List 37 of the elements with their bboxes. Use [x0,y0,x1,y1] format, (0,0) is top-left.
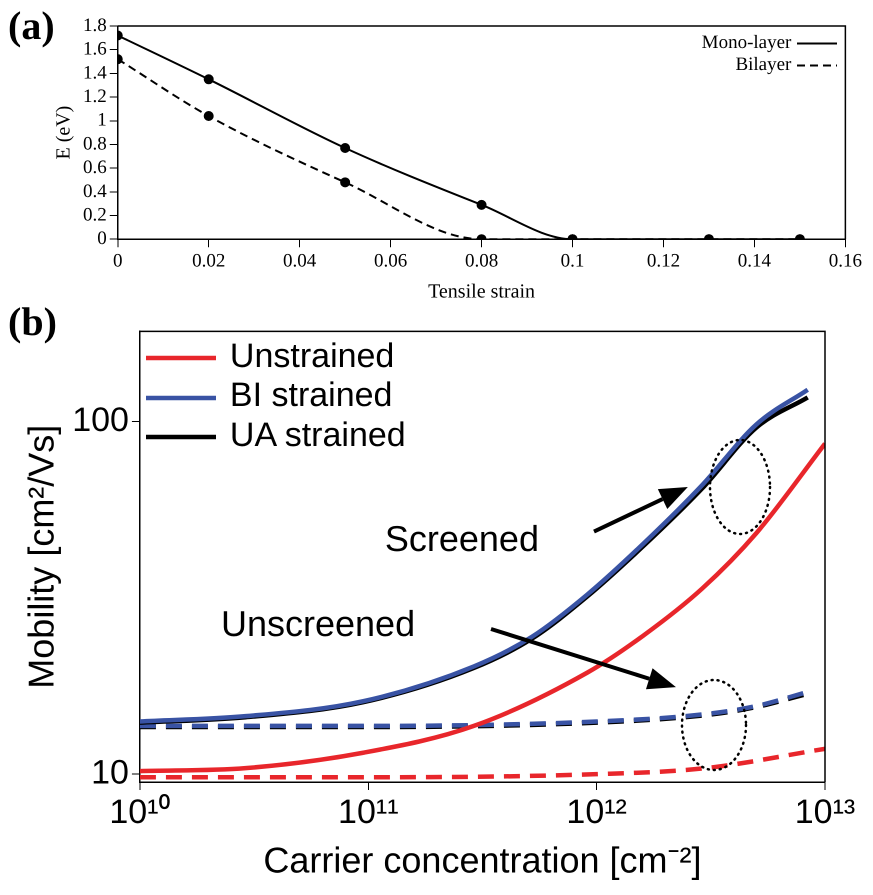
x-tick-label: 0.16 [828,250,862,272]
x-axis-title: Tensile strain [428,280,536,302]
x-tick-label: 10¹³ [794,792,856,831]
annotation: Unscreened [220,603,416,646]
y-tick-label: 0.2 [83,204,107,226]
x-tick-label: 0.06 [374,250,408,272]
y-tick-label: 100 [72,400,129,439]
y-tick-label: 0 [97,228,107,250]
y-tick-label: 0.8 [83,133,107,154]
x-tick-label: 0.02 [192,250,226,272]
legend-label: Mono-layer [702,32,792,53]
x-tick-label: 0.04 [283,250,317,272]
x-axis-title: Carrier concentration [cm⁻²] [263,839,702,880]
x-tick-label: 0.14 [738,250,772,272]
legend-label: Unstrained [230,337,394,376]
annotation: Screened [384,518,539,560]
y-tick-label: 1 [97,110,107,131]
x-tick-label: 10¹¹ [338,792,399,831]
x-tick-label: 10¹² [566,792,627,831]
legend-label: BI strained [230,376,392,414]
y-tick-label: 1.6 [83,38,107,60]
x-tick-label: 0.08 [464,250,498,272]
y-tick-label: 1.2 [83,86,107,108]
y-axis-title: E (eV) [52,106,74,160]
y-tick-label: 1.8 [83,14,107,36]
chart-title: (a) [8,2,55,49]
y-tick-label: 10 [91,754,129,792]
y-tick-label: 1.4 [83,62,108,84]
x-tick-label: 0.1 [560,250,584,272]
chart-title: (b) [8,298,57,345]
y-tick-label: 0.4 [83,180,108,202]
y-tick-label: 0.6 [83,157,107,178]
y-axis-title: Mobility [cm²/Vs] [20,424,62,689]
legend-label: Bilayer [735,54,792,75]
legend-label: UA strained [230,416,406,454]
x-tick-label: 0.12 [646,250,680,272]
x-tick-label: 10¹⁰ [109,792,170,831]
